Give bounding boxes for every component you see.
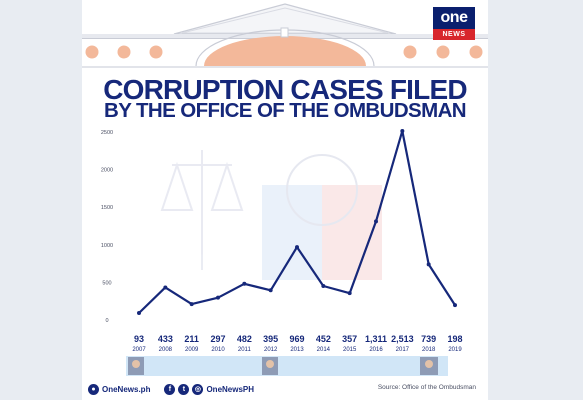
globe-icon: ● (88, 383, 99, 395)
data-point (426, 262, 431, 267)
y-axis: 2500 2000 1500 1000 500 0 (101, 130, 113, 324)
x-tick-label: 2013 (290, 347, 304, 353)
building-facade-illustration (82, 0, 488, 70)
social-handle[interactable]: OneNewsPH (206, 384, 255, 394)
y-tick-label: 500 (102, 280, 111, 286)
x-tick-label: 2010 (211, 347, 225, 353)
officials-photo-strip (126, 356, 448, 376)
data-value-label: 211 (184, 334, 199, 344)
facebook-icon[interactable]: f (164, 383, 176, 395)
data-point (400, 129, 405, 134)
logo-wordmark: one (433, 7, 475, 29)
website-link[interactable]: OneNews.ph (102, 384, 151, 394)
data-value-label: 2,513 (391, 334, 414, 344)
data-point (374, 219, 378, 224)
page-title: CORRUPTION CASES FILED (103, 74, 467, 105)
data-point (295, 245, 299, 250)
x-tick-label: 2008 (159, 347, 173, 353)
data-value-label: 433 (158, 334, 173, 344)
y-tick-label: 2000 (101, 168, 113, 174)
background-left (0, 0, 82, 400)
x-tick-label: 2016 (369, 347, 383, 353)
background-right (488, 0, 583, 400)
page-subtitle: BY THE OFFICE OF THE OMBUDSMAN (103, 99, 467, 122)
data-value-label: 357 (342, 334, 357, 344)
scales-of-justice-watermark (160, 150, 244, 270)
y-tick-label: 1000 (101, 243, 113, 249)
x-tick-label: 2017 (396, 347, 410, 353)
data-point (216, 295, 220, 300)
data-point (189, 302, 194, 307)
data-point (347, 291, 352, 296)
x-tick-label: 2007 (132, 347, 146, 353)
twitter-icon[interactable]: t (178, 383, 190, 395)
data-value-label: 297 (210, 334, 225, 344)
infographic: one NEWS CORRUPTION CASES FILED BY THE O… (82, 0, 488, 400)
logo-subtext: NEWS (433, 29, 475, 40)
onenews-logo: one NEWS (433, 7, 475, 41)
data-value-label: 452 (316, 334, 331, 344)
y-tick-label: 2500 (101, 130, 113, 136)
data-value-label: 198 (447, 334, 462, 344)
data-value-label: 482 (237, 334, 252, 344)
x-axis-labels: 93 2007 433 2008 211 2009 297 2010 482 2011 395 201… (132, 334, 462, 353)
source-note: Source: Office of the Ombudsman (377, 384, 476, 391)
data-point (242, 281, 247, 286)
data-value-label: 739 (421, 334, 436, 344)
data-point (163, 285, 168, 290)
x-tick-label: 2009 (185, 347, 199, 353)
data-point (453, 303, 457, 308)
portrait-thumbnail (128, 357, 144, 375)
data-point (321, 284, 326, 289)
x-tick-label: 2018 (422, 347, 436, 353)
portrait-thumbnail (420, 357, 438, 375)
y-tick-label: 0 (105, 318, 108, 324)
line-chart: 2500 2000 1500 1000 500 0 93 2007 433 2008 211 200… (101, 129, 463, 353)
data-value-label: 969 (289, 334, 304, 344)
series-points (137, 129, 457, 316)
x-tick-label: 2012 (264, 347, 278, 353)
data-point (137, 311, 141, 316)
data-value-label: 395 (263, 334, 278, 344)
data-value-label: 1,311 (365, 334, 387, 344)
data-value-label: 93 (134, 334, 144, 344)
instagram-icon[interactable]: ◎ (192, 383, 204, 395)
social-footer: ● OneNews.ph f t ◎ OneNewsPH (88, 382, 254, 396)
x-tick-label: 2015 (343, 347, 357, 353)
portrait-thumbnail (262, 357, 278, 375)
x-tick-label: 2011 (238, 347, 252, 353)
x-tick-label: 2014 (317, 347, 331, 353)
ombudsman-seal-watermark (262, 154, 382, 280)
x-tick-label: 2019 (448, 347, 462, 353)
y-tick-label: 1500 (101, 205, 113, 211)
data-point (268, 288, 273, 293)
